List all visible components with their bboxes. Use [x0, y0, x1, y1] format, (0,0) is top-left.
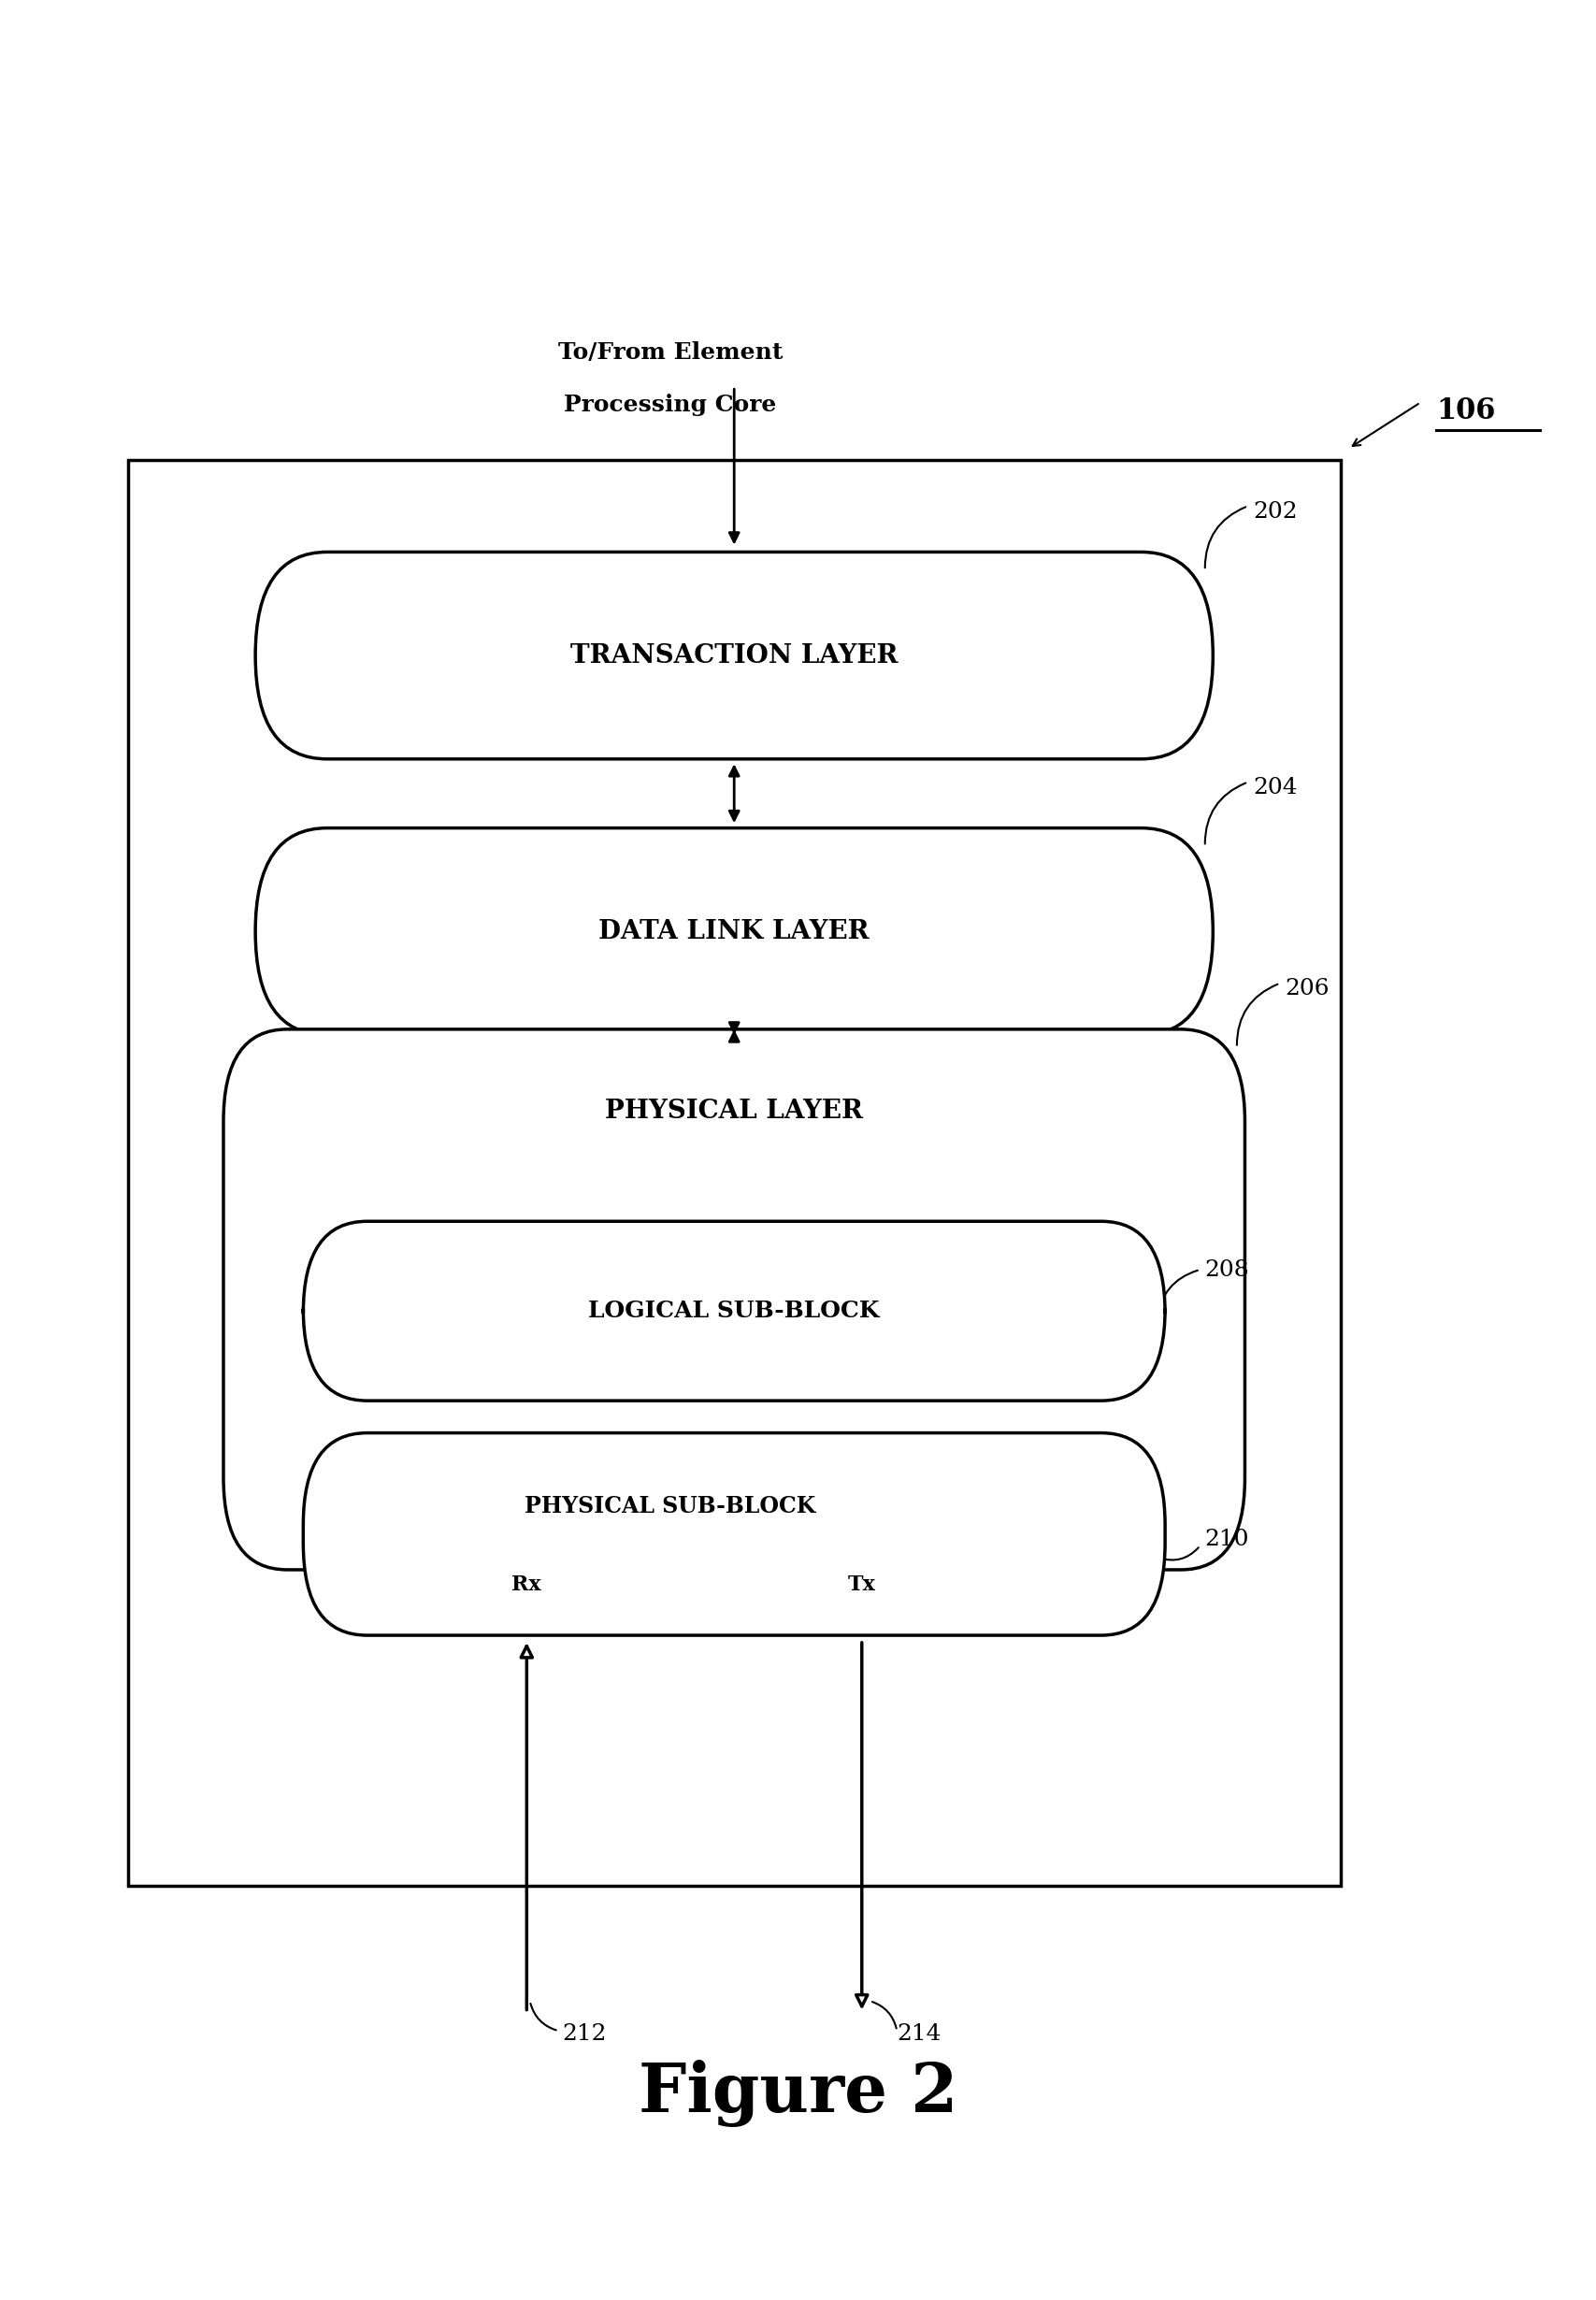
FancyBboxPatch shape [255, 552, 1213, 759]
FancyBboxPatch shape [255, 828, 1213, 1035]
Text: 212: 212 [562, 2024, 606, 2045]
Text: 208: 208 [1205, 1260, 1250, 1281]
Text: 204: 204 [1253, 777, 1298, 798]
Text: 214: 214 [897, 2024, 942, 2045]
FancyBboxPatch shape [303, 1433, 1165, 1635]
Text: 202: 202 [1253, 501, 1298, 522]
Text: PHYSICAL LAYER: PHYSICAL LAYER [605, 1099, 863, 1122]
Text: 206: 206 [1285, 978, 1329, 1000]
Text: Figure 2: Figure 2 [638, 2058, 958, 2128]
Text: 210: 210 [1205, 1530, 1250, 1550]
Text: 106: 106 [1436, 396, 1495, 425]
Text: Rx: Rx [512, 1576, 541, 1594]
Text: Tx: Tx [847, 1576, 876, 1594]
Text: DATA LINK LAYER: DATA LINK LAYER [598, 920, 870, 943]
Text: To/From Element: To/From Element [559, 340, 782, 363]
Text: PHYSICAL SUB-BLOCK: PHYSICAL SUB-BLOCK [525, 1495, 816, 1518]
FancyBboxPatch shape [303, 1221, 1165, 1401]
Text: LOGICAL SUB-BLOCK: LOGICAL SUB-BLOCK [589, 1299, 879, 1322]
Text: TRANSACTION LAYER: TRANSACTION LAYER [570, 644, 899, 667]
FancyBboxPatch shape [128, 460, 1341, 1886]
Text: Processing Core: Processing Core [563, 393, 777, 416]
FancyBboxPatch shape [223, 1030, 1245, 1571]
